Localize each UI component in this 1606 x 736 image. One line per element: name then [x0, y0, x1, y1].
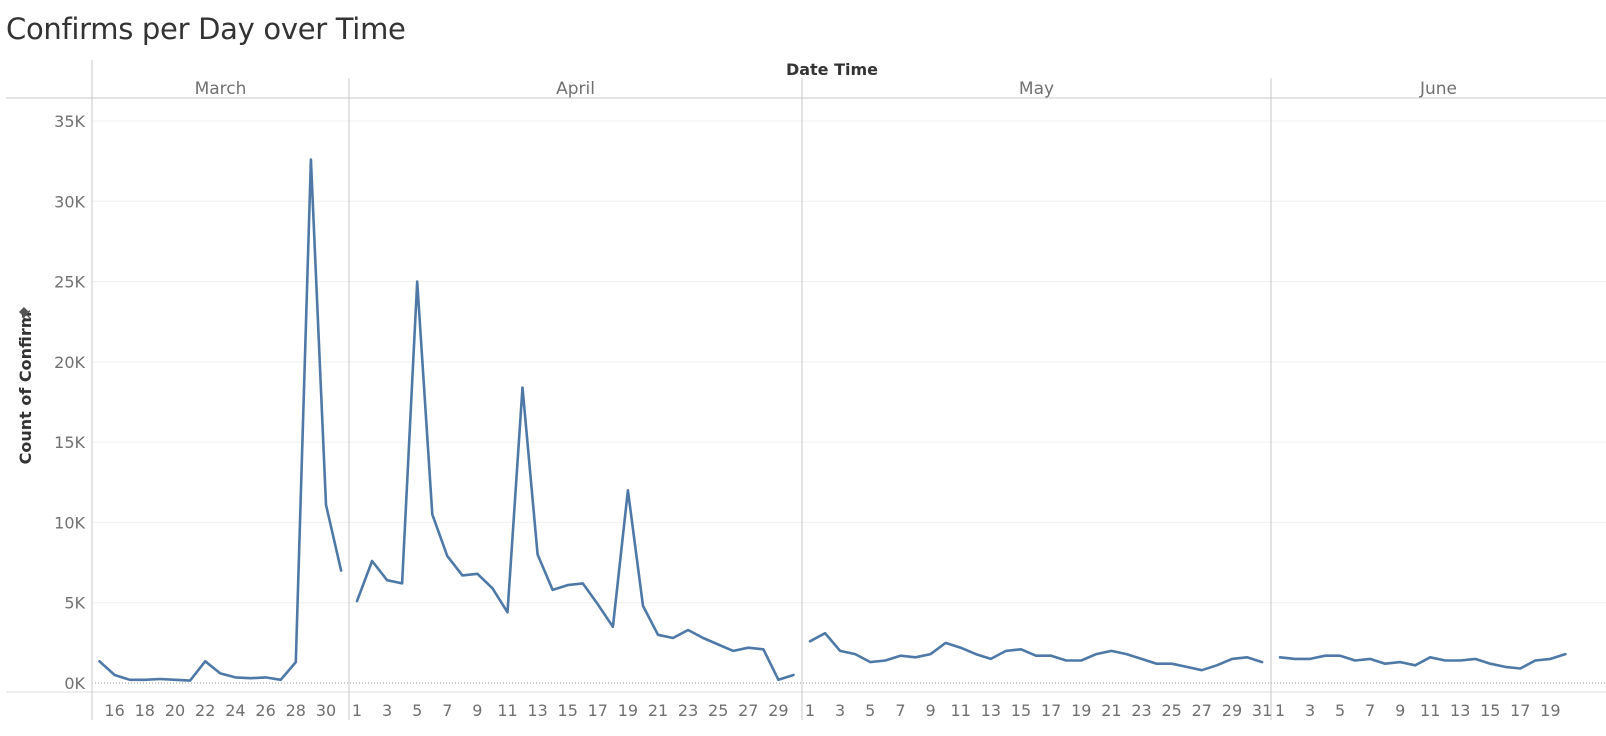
- series-line: [98, 158, 343, 682]
- x-tick-label: 28: [286, 701, 306, 720]
- x-tick-label: 29: [768, 701, 788, 720]
- x-tick-label: 22: [195, 701, 215, 720]
- month-label: March: [195, 79, 247, 99]
- x-tick-label: 21: [648, 701, 668, 720]
- x-tick-label: 21: [1101, 701, 1121, 720]
- x-tick-label: 18: [135, 701, 155, 720]
- x-tick-label: 11: [1420, 701, 1440, 720]
- y-tick-label: 5K: [64, 594, 85, 613]
- series-line: [808, 631, 1264, 672]
- x-tick-label: 9: [1395, 701, 1405, 720]
- x-tick-label: 25: [1162, 701, 1182, 720]
- x-tick-label: 15: [1480, 701, 1500, 720]
- x-tick-label: 5: [1335, 701, 1345, 720]
- series-lines: [98, 158, 1567, 682]
- y-axis-ticks: 0K 5K 10K 15K 20K 25K 30K 35K: [54, 112, 85, 693]
- y-tick-label: 25K: [54, 273, 85, 292]
- x-tick-label: 31: [1252, 701, 1272, 720]
- x-tick-label: 11: [497, 701, 517, 720]
- x-tick-label: 15: [558, 701, 578, 720]
- y-axis-title-group: Count of Confirm: [16, 306, 35, 464]
- x-tick-label: 23: [1131, 701, 1151, 720]
- x-tick-label: 16: [104, 701, 124, 720]
- x-tick-label: 3: [1305, 701, 1315, 720]
- x-tick-label: 27: [738, 701, 758, 720]
- grid-layer: [92, 120, 1606, 684]
- series-line: [1278, 652, 1567, 670]
- x-tick-label: 17: [588, 701, 608, 720]
- x-tick-label: 15: [1011, 701, 1031, 720]
- x-tick-label: 13: [1450, 701, 1470, 720]
- y-tick-label: 20K: [54, 353, 85, 372]
- x-tick-label: 7: [895, 701, 905, 720]
- x-tick-label: 1: [805, 701, 815, 720]
- y-tick-label: 15K: [54, 433, 85, 452]
- x-tick-label: 7: [442, 701, 452, 720]
- x-tick-label: 1: [352, 701, 362, 720]
- x-tick-label: 7: [1365, 701, 1375, 720]
- x-tick-label: 19: [1071, 701, 1091, 720]
- x-tick-label: 11: [951, 701, 971, 720]
- x-tick-label: 17: [1510, 701, 1530, 720]
- x-tick-label: 24: [225, 701, 245, 720]
- x-tick-label: 9: [925, 701, 935, 720]
- frame-layer: [6, 60, 1606, 720]
- x-tick-label: 25: [708, 701, 728, 720]
- x-tick-label: 20: [165, 701, 185, 720]
- month-label: June: [1419, 79, 1457, 99]
- series-line: [355, 280, 795, 682]
- x-tick-label: 3: [835, 701, 845, 720]
- pin-icon[interactable]: [18, 306, 34, 322]
- x-tick-label: 13: [527, 701, 547, 720]
- x-tick-label: 5: [412, 701, 422, 720]
- x-tick-label: 29: [1222, 701, 1242, 720]
- x-axis-ticks: 16 18 20 22 24 26 28 30 1 3 5 7 9 11 13 15 17 19 21 23 25 27 2…: [104, 701, 1560, 720]
- chart-title: Confirms per Day over Time: [6, 12, 406, 46]
- x-tick-label: 19: [618, 701, 638, 720]
- x-tick-label: 30: [316, 701, 336, 720]
- x-tick-label: 19: [1540, 701, 1560, 720]
- x-tick-label: 3: [382, 701, 392, 720]
- x-tick-label: 5: [865, 701, 875, 720]
- y-axis-title: Count of Confirm: [16, 312, 35, 465]
- y-tick-label: 30K: [54, 192, 85, 211]
- x-tick-label: 26: [255, 701, 275, 720]
- x-tick-label: 13: [981, 701, 1001, 720]
- x-axis-title: Date Time: [786, 60, 878, 79]
- y-tick-label: 35K: [54, 112, 85, 131]
- x-tick-label: 23: [678, 701, 698, 720]
- x-tick-label: 1: [1275, 701, 1285, 720]
- month-label: April: [556, 79, 595, 99]
- month-header-row: March April May June: [195, 79, 1457, 99]
- x-tick-label: 27: [1192, 701, 1212, 720]
- month-label: May: [1019, 79, 1054, 99]
- y-tick-label: 0K: [64, 674, 85, 693]
- x-tick-label: 17: [1041, 701, 1061, 720]
- x-tick-label: 9: [472, 701, 482, 720]
- y-tick-label: 10K: [54, 513, 85, 532]
